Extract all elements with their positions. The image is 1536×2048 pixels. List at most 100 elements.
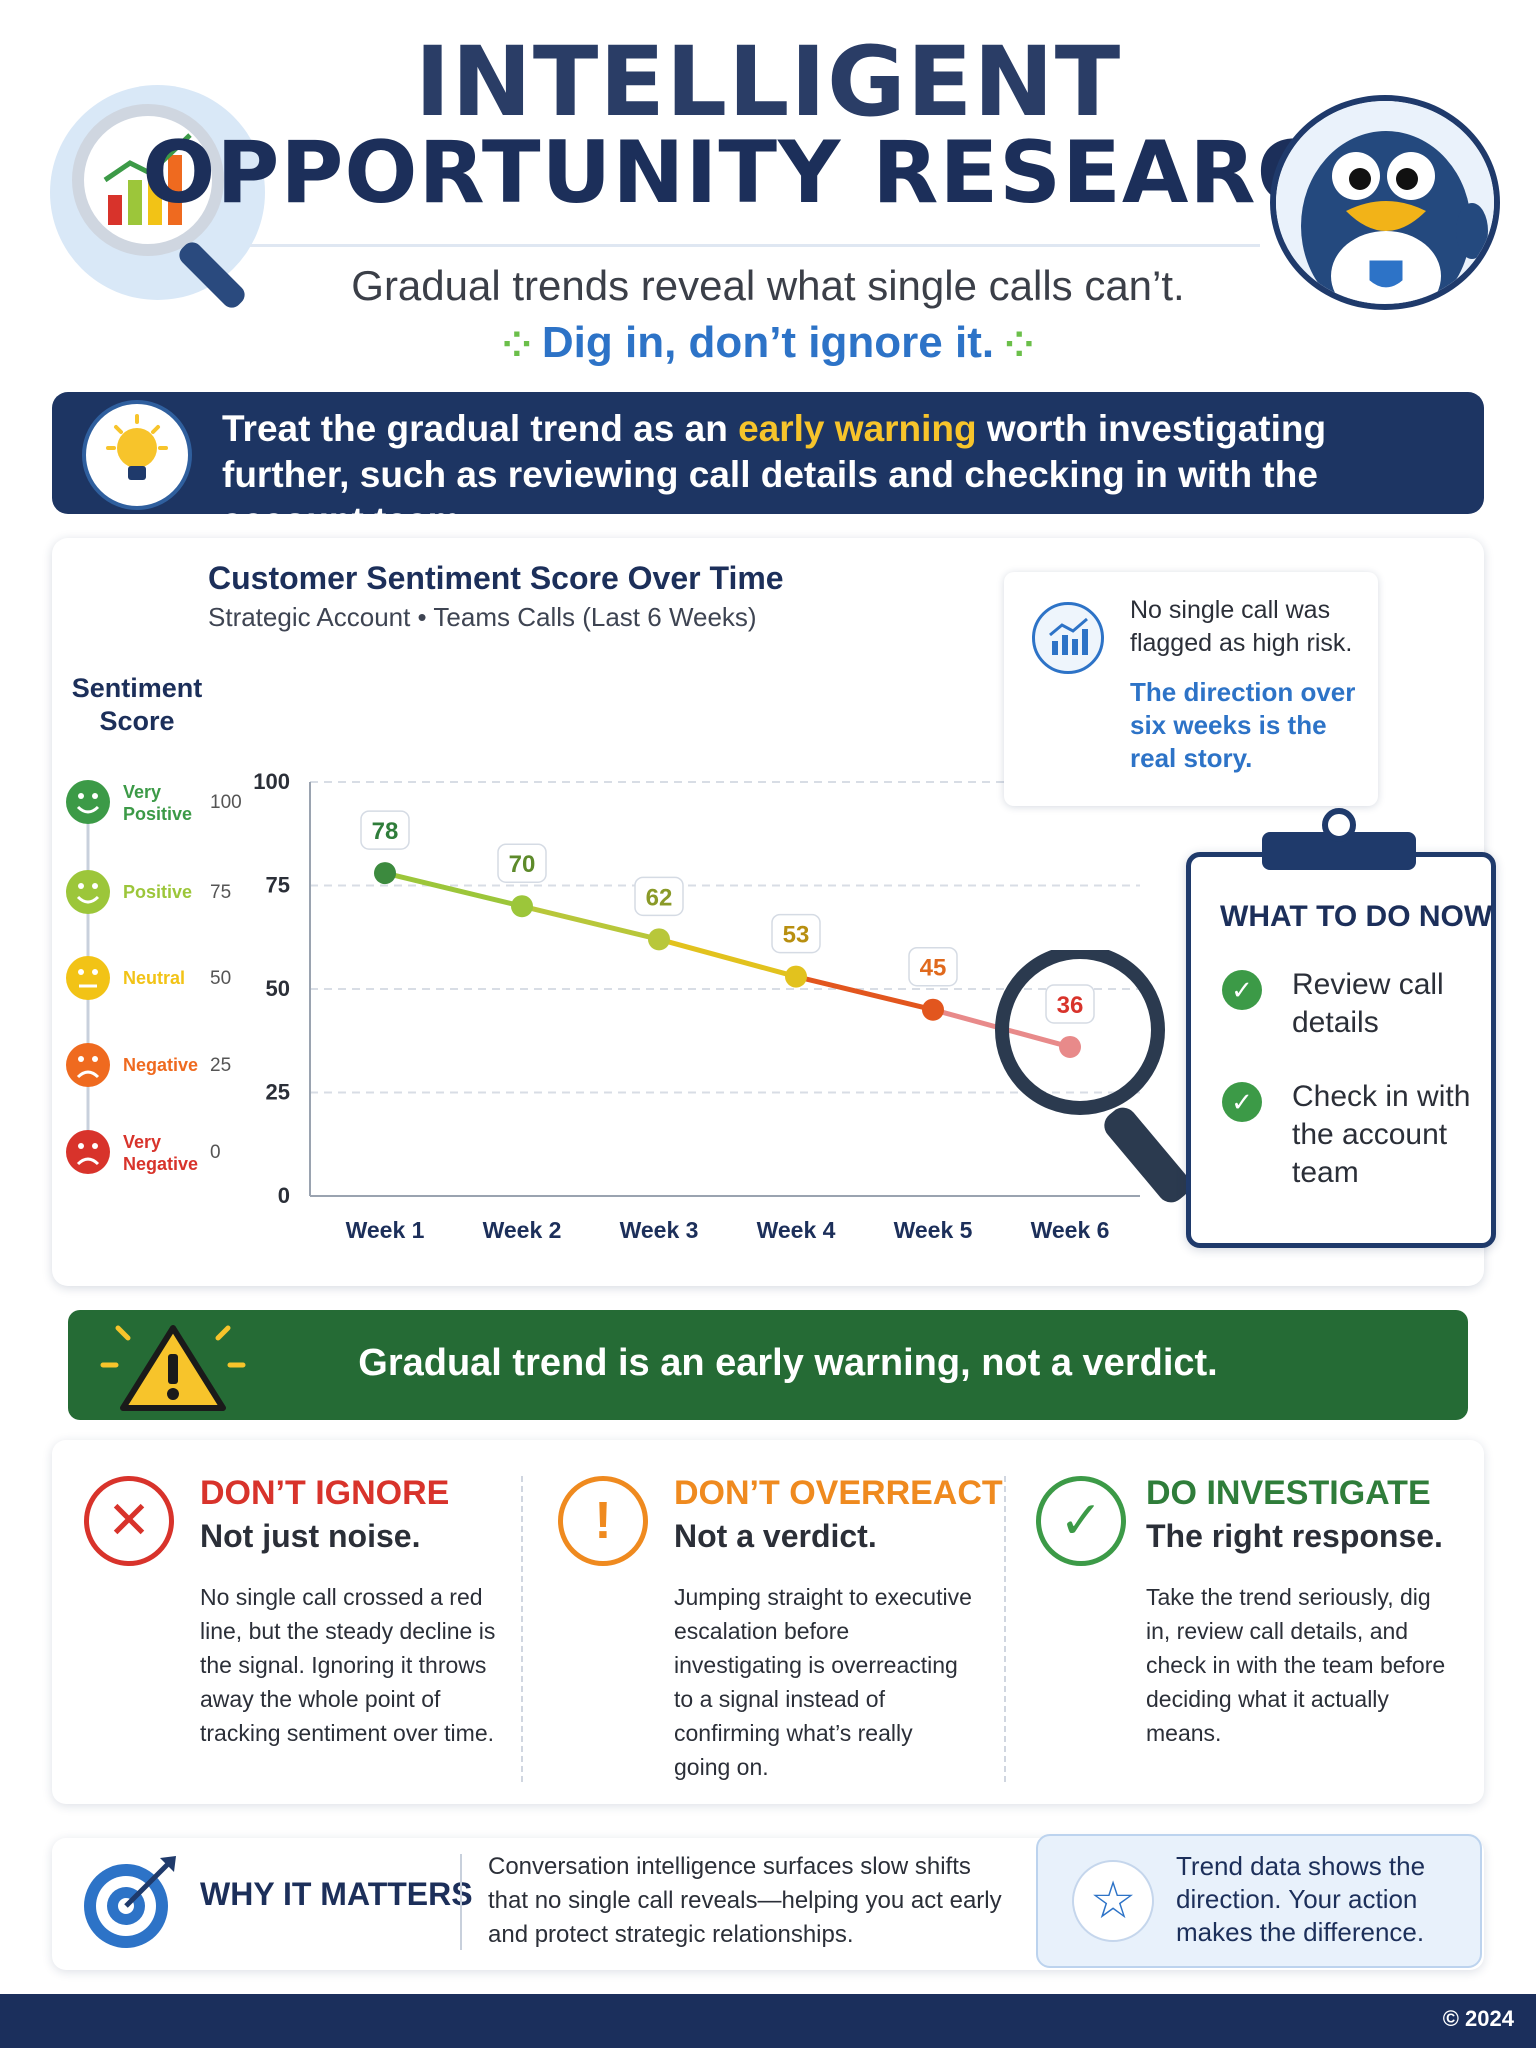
trend-note: Trend data shows the direction. Your act… (1176, 1851, 1426, 1947)
scale-label: Neutral (123, 968, 185, 988)
scale-value: 0 (210, 1142, 221, 1163)
data-point (785, 965, 807, 988)
x-tick-label: Week 6 (1031, 1217, 1110, 1240)
exclamation-icon: ! (558, 1476, 648, 1566)
column-heading: DON’T IGNORE (200, 1474, 450, 1512)
series-segment (656, 936, 799, 980)
data-label-box (360, 810, 410, 850)
column-subheading: The right response. (1146, 1518, 1443, 1554)
guidance-columns (52, 1440, 1484, 1804)
data-label: 62 (646, 884, 673, 911)
subtitle: Gradual trends reveal what single calls … (351, 262, 1185, 309)
column-heading: DON’T OVERREACT (674, 1474, 1003, 1512)
advice-text-start: Treat the gradual trend as an (222, 408, 739, 449)
page-title-line2: OPPORTUNITY RESEARCH (142, 123, 1394, 223)
series-segment (519, 903, 662, 942)
face-icon (66, 1043, 110, 1087)
chart-title: Customer Sentiment Score Over Time (208, 560, 784, 596)
scale-value: 50 (210, 968, 231, 989)
face-icon (66, 956, 110, 1000)
magnifier-icon (995, 950, 1190, 1203)
sparkle-icon: ⁘ (994, 324, 1035, 365)
data-label-box (1045, 984, 1095, 1024)
face-icon (66, 1130, 110, 1174)
advice-text-end: worth investigating further, such as rev… (222, 408, 1327, 541)
data-point (922, 998, 944, 1021)
x-tick-label: Week 1 (346, 1217, 425, 1240)
check-icon: ✓ (1222, 970, 1262, 1010)
data-label-box (771, 913, 821, 954)
y-axis-title: Sentiment Score (71, 673, 203, 736)
scale-value: 100 (210, 792, 242, 813)
check-icon: ✓ (1222, 1082, 1262, 1122)
scale-item: Neutral 50 (66, 956, 231, 1000)
face-icon (66, 870, 110, 914)
data-label-box (497, 843, 547, 883)
data-point (511, 895, 533, 918)
y-tick-label: 25 (266, 1080, 290, 1105)
x-tick-label: Week 3 (620, 1217, 699, 1240)
data-label: 70 (509, 851, 536, 878)
y-tick-label: 0 (278, 1183, 290, 1208)
data-point (1059, 1035, 1081, 1058)
sparkle-icon: ⁘ (501, 324, 542, 365)
star-icon: ☆ (1072, 1860, 1154, 1942)
data-point (648, 928, 670, 951)
column-divider (521, 1476, 523, 1782)
x-tick-label: Week 2 (483, 1217, 562, 1240)
insight-callout: No single call was flagged as high risk.… (1004, 572, 1378, 806)
scale-item: Positive 75 (66, 870, 231, 914)
scale-item: Negative 25 (66, 1043, 231, 1087)
scale-value: 75 (210, 882, 231, 903)
x-tick-label: Week 4 (757, 1217, 836, 1240)
advice-highlight: early warning (738, 408, 977, 449)
todo-item: Review call details (1292, 968, 1444, 1039)
data-label: 78 (372, 818, 399, 845)
scale-label: Very (123, 1132, 161, 1152)
todo-item: Check in with the account team (1292, 1080, 1471, 1189)
analytics-logo (50, 85, 265, 308)
face-icon (66, 780, 110, 824)
tagline: ⁘ Dig in, don’t ignore it. ⁘ (0, 318, 1536, 368)
magnifier-chart-icon (72, 104, 245, 308)
bird-mascot (1270, 95, 1500, 310)
data-label-box (634, 876, 684, 917)
scale-label: Positive (123, 804, 192, 824)
warning-icon (100, 1325, 246, 1411)
column-divider (1004, 1476, 1006, 1782)
scale-label: Very (123, 782, 161, 802)
data-label: 45 (920, 955, 947, 982)
checkmark-icon: ✓ (1036, 1476, 1126, 1566)
column-body: Jumping straight to executive escalation… (674, 1584, 972, 1780)
x-tick-label: Week 5 (894, 1217, 973, 1240)
y-tick-label: 50 (266, 976, 290, 1001)
copyright: © 2024 (1442, 2006, 1514, 2031)
column-body: Take the trend seriously, dig in, review… (1146, 1584, 1446, 1746)
sentiment-line-chart: 0 25 50 75 100 78 Week 1 70 Week 2 62 Week 3 53 Week… (253, 769, 1140, 1240)
column-heading: DO INVESTIGATE (1146, 1474, 1431, 1512)
data-label: 36 (1057, 992, 1084, 1019)
data-label: 53 (783, 922, 810, 949)
warning-bar: Gradual trend is an early warning, not a… (68, 1310, 1468, 1420)
y-tick-label: 75 (266, 873, 290, 898)
callout-emphasis: The direction over six weeks is the real… (1130, 677, 1356, 773)
target-icon (84, 1856, 176, 1948)
advice-banner: Treat the gradual trend as an early warn… (52, 392, 1484, 541)
scale-label: Positive (123, 882, 192, 902)
scale-label: Negative (123, 1055, 198, 1075)
warning-text: Gradual trend is an early warning, not a… (358, 1342, 1218, 1384)
series-segment (793, 974, 936, 1013)
why-divider (460, 1854, 462, 1950)
series-segment (382, 870, 525, 909)
todo-title: WHAT TO DO NOW (1220, 900, 1493, 933)
title-divider (250, 244, 1260, 247)
advice-text: Treat the gradual trend as an early warn… (222, 406, 1462, 544)
column-subheading: Not a verdict. (674, 1518, 877, 1554)
lightbulb-icon (82, 400, 192, 510)
data-point (374, 862, 396, 885)
x-icon: ✕ (84, 1476, 174, 1566)
chart-analytics-icon (1032, 602, 1104, 674)
tagline-text: Dig in, don’t ignore it. (541, 318, 995, 367)
